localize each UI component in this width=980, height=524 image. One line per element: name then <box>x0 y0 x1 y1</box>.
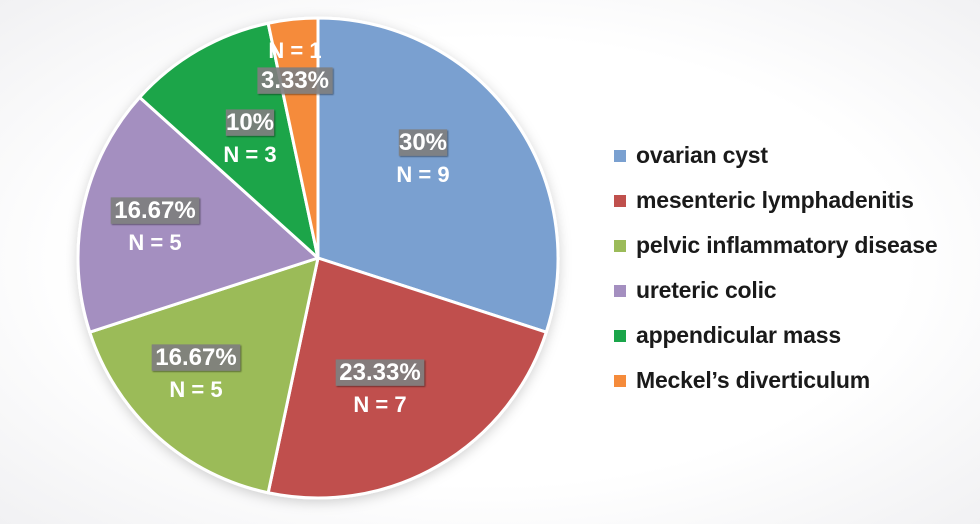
slice-count-label: N = 1 <box>268 38 321 63</box>
slice-count-label: N = 9 <box>396 162 449 187</box>
slice-percent-label: 16.67% <box>155 344 236 371</box>
legend-swatch <box>614 239 626 252</box>
slice-count-label: N = 5 <box>128 230 181 255</box>
legend-item: ovarian cyst <box>614 133 980 178</box>
legend-label: appendicular mass <box>636 322 841 348</box>
slice-percent-box <box>225 109 275 136</box>
legend-label: ureteric colic <box>636 277 777 303</box>
slice-percent-label: 30% <box>399 129 447 156</box>
legend-label: ovarian cyst <box>636 142 768 168</box>
slice-percent-label: 10% <box>226 109 274 136</box>
pie-slice-pelvic-inflammatory-disease[interactable] <box>88 256 320 495</box>
legend: ovarian cyst mesenteric lymphadenitis pelv… <box>614 133 980 403</box>
legend-swatch <box>614 194 626 207</box>
slice-count-label: N = 5 <box>169 377 222 402</box>
legend-swatch <box>614 329 626 342</box>
slice-percent-box <box>151 344 241 371</box>
legend-item: appendicular mass <box>614 313 980 358</box>
pie-labels: 30% N = 9 23.33% N = 7 16.67% N = 5 16.67% N = … <box>110 38 450 417</box>
slice-percent-label: 16.67% <box>114 197 195 224</box>
slice-percent-box <box>110 197 200 224</box>
slice-count-label: N = 7 <box>353 392 406 417</box>
slice-percent-box <box>257 67 333 94</box>
legend-item: ureteric colic <box>614 268 980 313</box>
legend-swatch <box>614 374 626 387</box>
legend-label: pelvic inflammatory disease <box>636 232 938 258</box>
slice-percent-box <box>335 359 425 386</box>
slice-percent-label: 3.33% <box>261 67 329 94</box>
legend-item: Meckel’s diverticulum <box>614 358 980 403</box>
legend-swatch <box>614 284 626 297</box>
slice-percent-box <box>398 129 448 156</box>
legend-label: Meckel’s diverticulum <box>636 367 870 393</box>
slice-count-label: N = 3 <box>223 142 276 167</box>
legend-item: mesenteric lymphadenitis <box>614 178 980 223</box>
legend-item: pelvic inflammatory disease <box>614 223 980 268</box>
slice-percent-label: 23.33% <box>339 359 420 386</box>
pie-slice-ovarian-cyst[interactable] <box>316 16 560 334</box>
legend-swatch <box>614 149 626 162</box>
legend-label: mesenteric lymphadenitis <box>636 187 914 213</box>
